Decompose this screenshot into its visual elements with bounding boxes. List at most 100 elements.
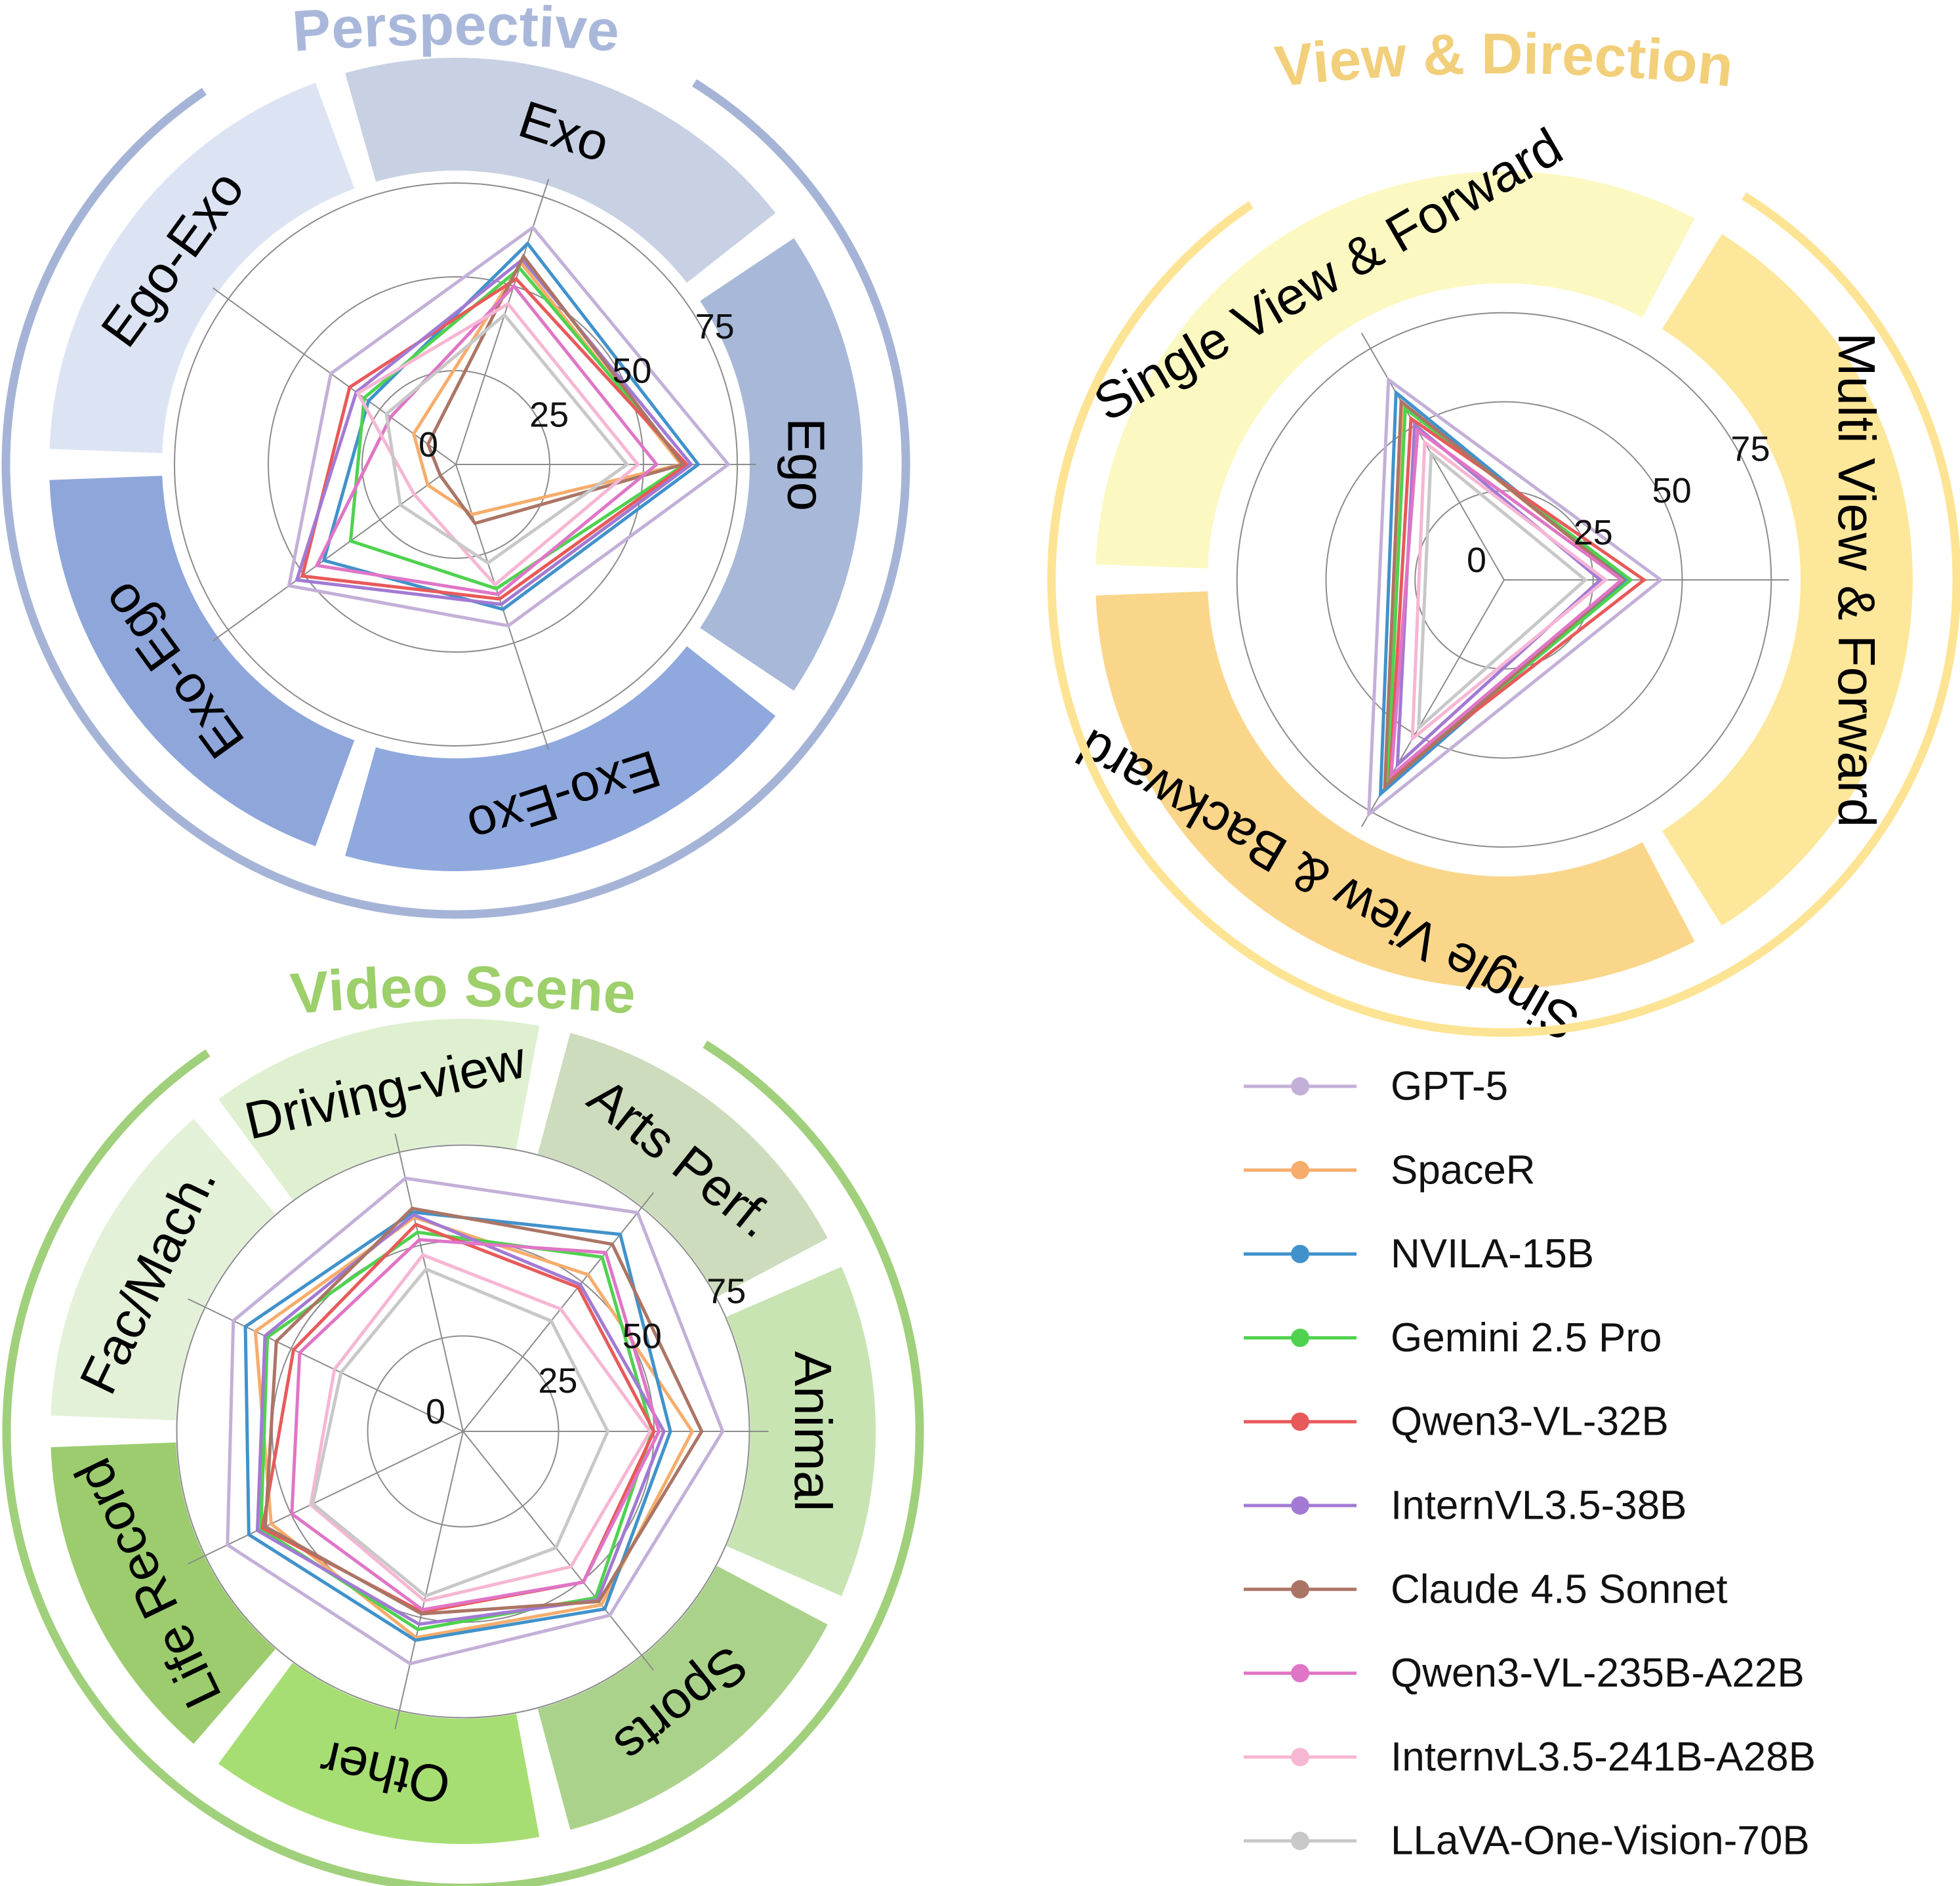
legend-entry: LLaVA-One-Vision-70B: [1244, 1818, 1810, 1864]
category-wedge: [1095, 591, 1695, 989]
radar-perspective: EgoExoEgo-ExoExo-EgoExo-ExoPerspective02…: [1, 0, 910, 919]
radial-tick-label: 25: [1574, 513, 1613, 552]
category-wedge: [51, 1118, 276, 1421]
legend-entry: InternVL3.5-38B: [1244, 1483, 1687, 1528]
series-line-qwen3-vl-235b-a22b: [1389, 427, 1625, 779]
legend-entry: NVILA-15B: [1244, 1231, 1594, 1277]
radial-tick-label: 25: [529, 395, 569, 434]
legend-marker: [1291, 1580, 1309, 1599]
radial-tick-label: 50: [1652, 471, 1692, 510]
axis-spoke: [462, 1431, 655, 1671]
axis-spoke: [188, 1431, 464, 1565]
legend-entry: Qwen3-VL-32B: [1244, 1399, 1669, 1445]
radial-tick-label: 50: [623, 1317, 662, 1356]
series-line-llava-one-vision-70b: [311, 1267, 610, 1598]
series-line-qwen3-vl-235b-a22b: [314, 283, 659, 596]
category-wedge: [1662, 234, 1913, 926]
radial-tick-label: 0: [426, 1392, 445, 1431]
axis-spoke: [462, 1192, 655, 1432]
legend-marker: [1291, 1328, 1309, 1347]
legend-marker: [1291, 1664, 1309, 1683]
series-line-internvl3-5-241b-a28b: [1410, 439, 1608, 743]
legend-label: LLaVA-One-Vision-70B: [1391, 1818, 1810, 1864]
series-line-qwen3-vl-235b-a22b: [290, 1238, 661, 1612]
outer-ring-arc: [1, 79, 910, 919]
series-line-internvl3-5-241b-a28b: [356, 301, 640, 587]
series-line-spacer: [411, 260, 684, 516]
legend-entry: SpaceR: [1244, 1147, 1536, 1193]
series-line-qwen3-vl-32b: [300, 276, 689, 601]
chart-title-text: View & Direction: [1272, 21, 1736, 99]
series-line-claude-4-5-sonnet: [1383, 398, 1626, 790]
radial-tick-label: 0: [419, 425, 438, 464]
chart-title: Video Scene: [288, 954, 638, 1026]
category-wedge: [726, 1267, 876, 1596]
legend-label: SpaceR: [1391, 1147, 1536, 1193]
series-line-claude-4-5-sonnet: [263, 1206, 704, 1616]
legend-marker: [1291, 1496, 1309, 1515]
legend-marker: [1291, 1832, 1309, 1851]
series-line-internvl3-5-241b-a28b: [308, 1253, 653, 1603]
series-line-llava-one-vision-70b: [384, 312, 630, 565]
category-wedge: [537, 1566, 828, 1830]
category-label: Ego: [777, 418, 836, 511]
legend-marker: [1291, 1077, 1309, 1096]
legend-label: InternVL3.5-38B: [1391, 1483, 1687, 1528]
axis-spoke: [394, 1431, 464, 1730]
outer-ring-arc: [1047, 192, 1960, 1037]
category-wedge: [537, 1033, 828, 1297]
legend: GPT-5 SpaceR NVILA-15B Gemini 2.5 Pro Qwen3-…: [1244, 1064, 1816, 1864]
chart-title-text: Video Scene: [288, 954, 638, 1026]
series-line-nvila-15b: [243, 1210, 672, 1642]
legend-marker: [1291, 1244, 1309, 1263]
radial-tick-label: 75: [1730, 429, 1770, 468]
legend-entry: InternvL3.5-241B-A28B: [1244, 1734, 1816, 1780]
category-wedge: [700, 238, 863, 691]
category-wedge: [345, 57, 776, 283]
series-line-llava-one-vision-70b: [1416, 450, 1588, 732]
legend-entry: GPT-5: [1244, 1064, 1508, 1109]
chart-title: Perspective: [290, 0, 621, 64]
legend-label: NVILA-15B: [1391, 1231, 1594, 1277]
series-line-spacer: [253, 1215, 695, 1640]
radial-tick-label: 75: [706, 1272, 746, 1311]
axis-spoke: [213, 464, 457, 642]
radial-tick-label: 50: [612, 351, 651, 390]
legend-entry: Claude 4.5 Sonnet: [1244, 1567, 1728, 1612]
legend-label: Qwen3-VL-235B-A22B: [1391, 1650, 1805, 1696]
series-line-gpt-5: [287, 225, 731, 628]
category-wedge: [218, 1662, 540, 1844]
category-wedge: [49, 476, 355, 846]
legend-entry: Qwen3-VL-235B-A22B: [1244, 1650, 1805, 1696]
series-line-gpt-5: [226, 1176, 725, 1666]
category-wedge: [49, 83, 355, 453]
radial-tick-label: 75: [695, 307, 735, 346]
category-label: Animal: [784, 1351, 842, 1512]
legend-marker: [1291, 1412, 1309, 1431]
legend-label: Gemini 2.5 Pro: [1391, 1315, 1662, 1361]
series-line-gpt-5: [1366, 377, 1664, 818]
category-wedge: [51, 1442, 276, 1744]
radial-tick-label: 25: [538, 1361, 577, 1401]
radial-tick-label: 0: [1467, 541, 1486, 580]
outer-ring-arc: [2, 1040, 924, 1886]
series-line-gemini-2-5-pro: [348, 266, 687, 591]
series-line-nvila-15b: [321, 241, 701, 611]
chart-title-text: Perspective: [290, 0, 621, 64]
legend-label: InternvL3.5-241B-A28B: [1391, 1734, 1816, 1780]
legend-label: Qwen3-VL-32B: [1391, 1399, 1669, 1445]
legend-marker: [1291, 1748, 1309, 1767]
series-line-claude-4-5-sonnet: [426, 253, 686, 525]
category-wedge: [345, 646, 776, 871]
legend-label: GPT-5: [1391, 1064, 1508, 1109]
legend-marker: [1291, 1160, 1309, 1179]
series-line-qwen3-vl-32b: [1388, 415, 1647, 781]
legend-entry: Gemini 2.5 Pro: [1244, 1315, 1662, 1361]
category-label: Multi View & Forward: [1827, 333, 1886, 827]
category-wedge: [1095, 171, 1695, 569]
axis-spoke: [394, 1133, 464, 1432]
category-wedge: [218, 1019, 540, 1200]
chart-title: View & Direction: [1272, 21, 1736, 99]
